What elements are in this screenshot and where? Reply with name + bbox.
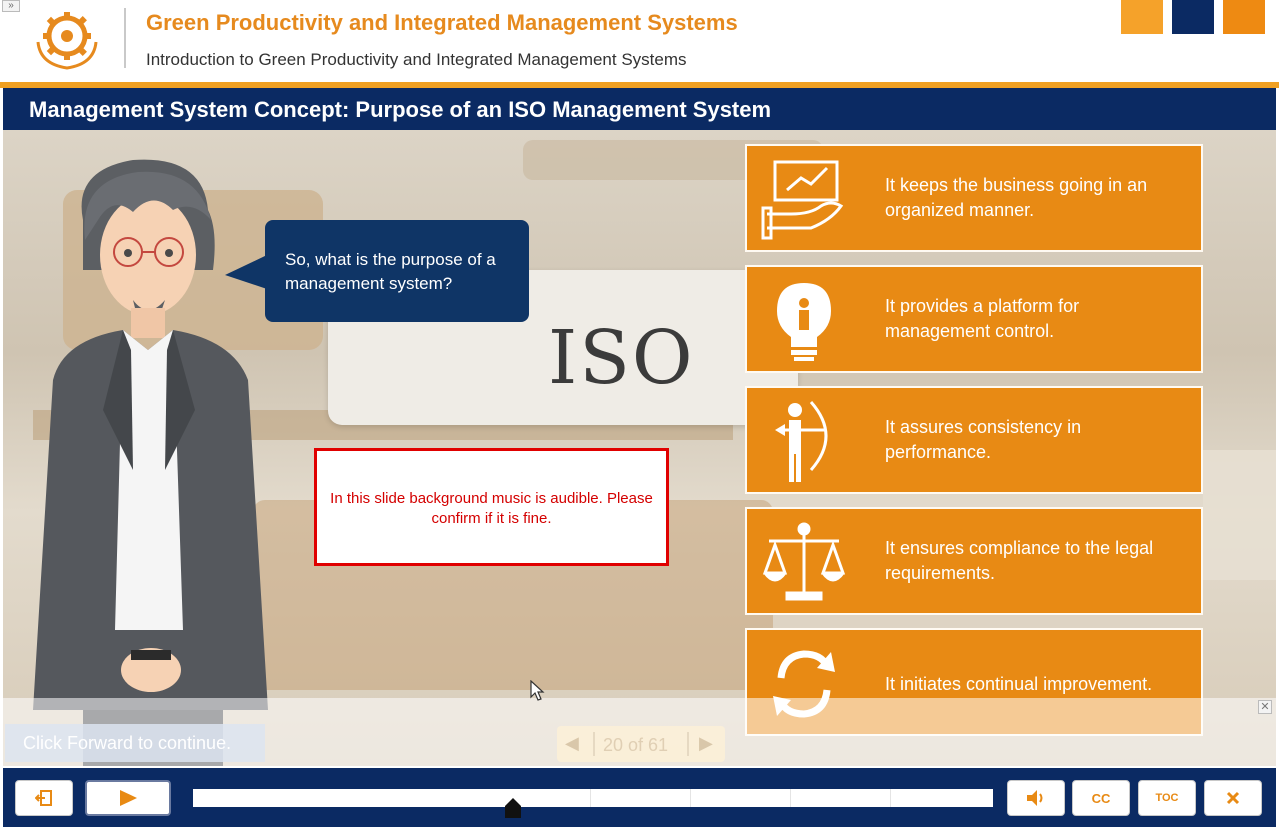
course-title: Green Productivity and Integrated Manage… [146,10,738,35]
close-player-button[interactable] [1204,780,1262,816]
overlay-close-button[interactable]: ✕ [1258,700,1272,714]
speech-bubble-text: So, what is the purpose of a management … [285,250,496,293]
pager-separator [687,732,689,756]
collapse-toggle[interactable]: » [2,0,20,12]
close-icon [1226,791,1240,805]
play-button[interactable] [85,780,171,816]
purpose-card-text: It initiates continual improvement. [885,674,1153,694]
purpose-card-text: It assures consistency in performance. [885,417,1082,462]
purpose-card-text: It keeps the business going in an organi… [885,175,1148,220]
slide-title-bar: Management System Concept: Purpose of an… [3,88,1276,130]
brand-square-1 [1121,0,1163,34]
cc-label: CC [1091,790,1111,806]
table-of-contents-button[interactable]: TOC [1138,780,1196,816]
background-folder [1203,450,1276,580]
apo-gear-logo-icon [36,12,98,70]
volume-icon [1027,790,1043,806]
pager-count: 20 of 61 [603,735,669,755]
seek-tick [690,789,691,807]
exit-button[interactable] [15,780,73,816]
brand-square-2 [1172,0,1214,34]
seek-tick [790,789,791,807]
continue-hint-text: Click Forward to continue. [23,733,232,753]
toc-label: TOC [1155,792,1179,804]
slide-title: Management System Concept: Purpose of an… [29,97,772,122]
seek-bar[interactable] [193,789,993,807]
lightbulb-person-icon [777,283,831,361]
continue-hint: Click Forward to continue. [5,724,265,762]
speech-bubble-tail [225,255,267,289]
closed-captions-button[interactable]: CC [1072,780,1130,816]
iso-label: ISO [548,315,695,401]
speech-bubble: So, what is the purpose of a management … [265,220,529,322]
purpose-card-text: It ensures compliance to the legal requi… [885,538,1154,583]
purpose-card-text: It provides a platform for management co… [885,296,1080,341]
scales-icon [762,522,846,601]
review-note-text: In this slide background music is audibl… [330,490,653,527]
presenter-character [33,159,268,766]
play-icon [120,790,137,806]
course-header: » Green Productivity and Integrated Mana… [0,0,1279,84]
seek-tick [890,789,891,807]
mouse-cursor-icon [530,680,545,701]
exit-icon [35,790,52,806]
header-divider [124,8,126,68]
purpose-card-compliance: It ensures compliance to the legal requi… [745,507,1203,615]
purpose-card-consistency: It assures consistency in performance. [745,386,1203,494]
player-control-bar: CC TOC [3,768,1276,827]
review-note: In this slide background music is audibl… [314,448,669,566]
volume-button[interactable] [1007,780,1065,816]
slide-stage: ISO So, what is the purpose of a man [3,130,1276,766]
course-subtitle: Introduction to Green Productivity and I… [146,50,687,69]
seek-handle[interactable] [505,798,521,818]
brand-square-3 [1223,0,1265,34]
pager-prev-button[interactable]: ◀ [565,733,579,753]
hand-presentation-icon [761,160,844,240]
pager-separator [593,732,595,756]
purpose-card-control: It provides a platform for management co… [745,265,1203,373]
archer-icon [775,401,828,482]
slide-pager: ◀ 20 of 61 ▶ [557,726,725,762]
header-accent-strip [0,82,1279,88]
purpose-card-organized: It keeps the business going in an organi… [745,144,1203,252]
pager-next-button[interactable]: ▶ [699,733,713,753]
seek-tick [590,789,591,807]
